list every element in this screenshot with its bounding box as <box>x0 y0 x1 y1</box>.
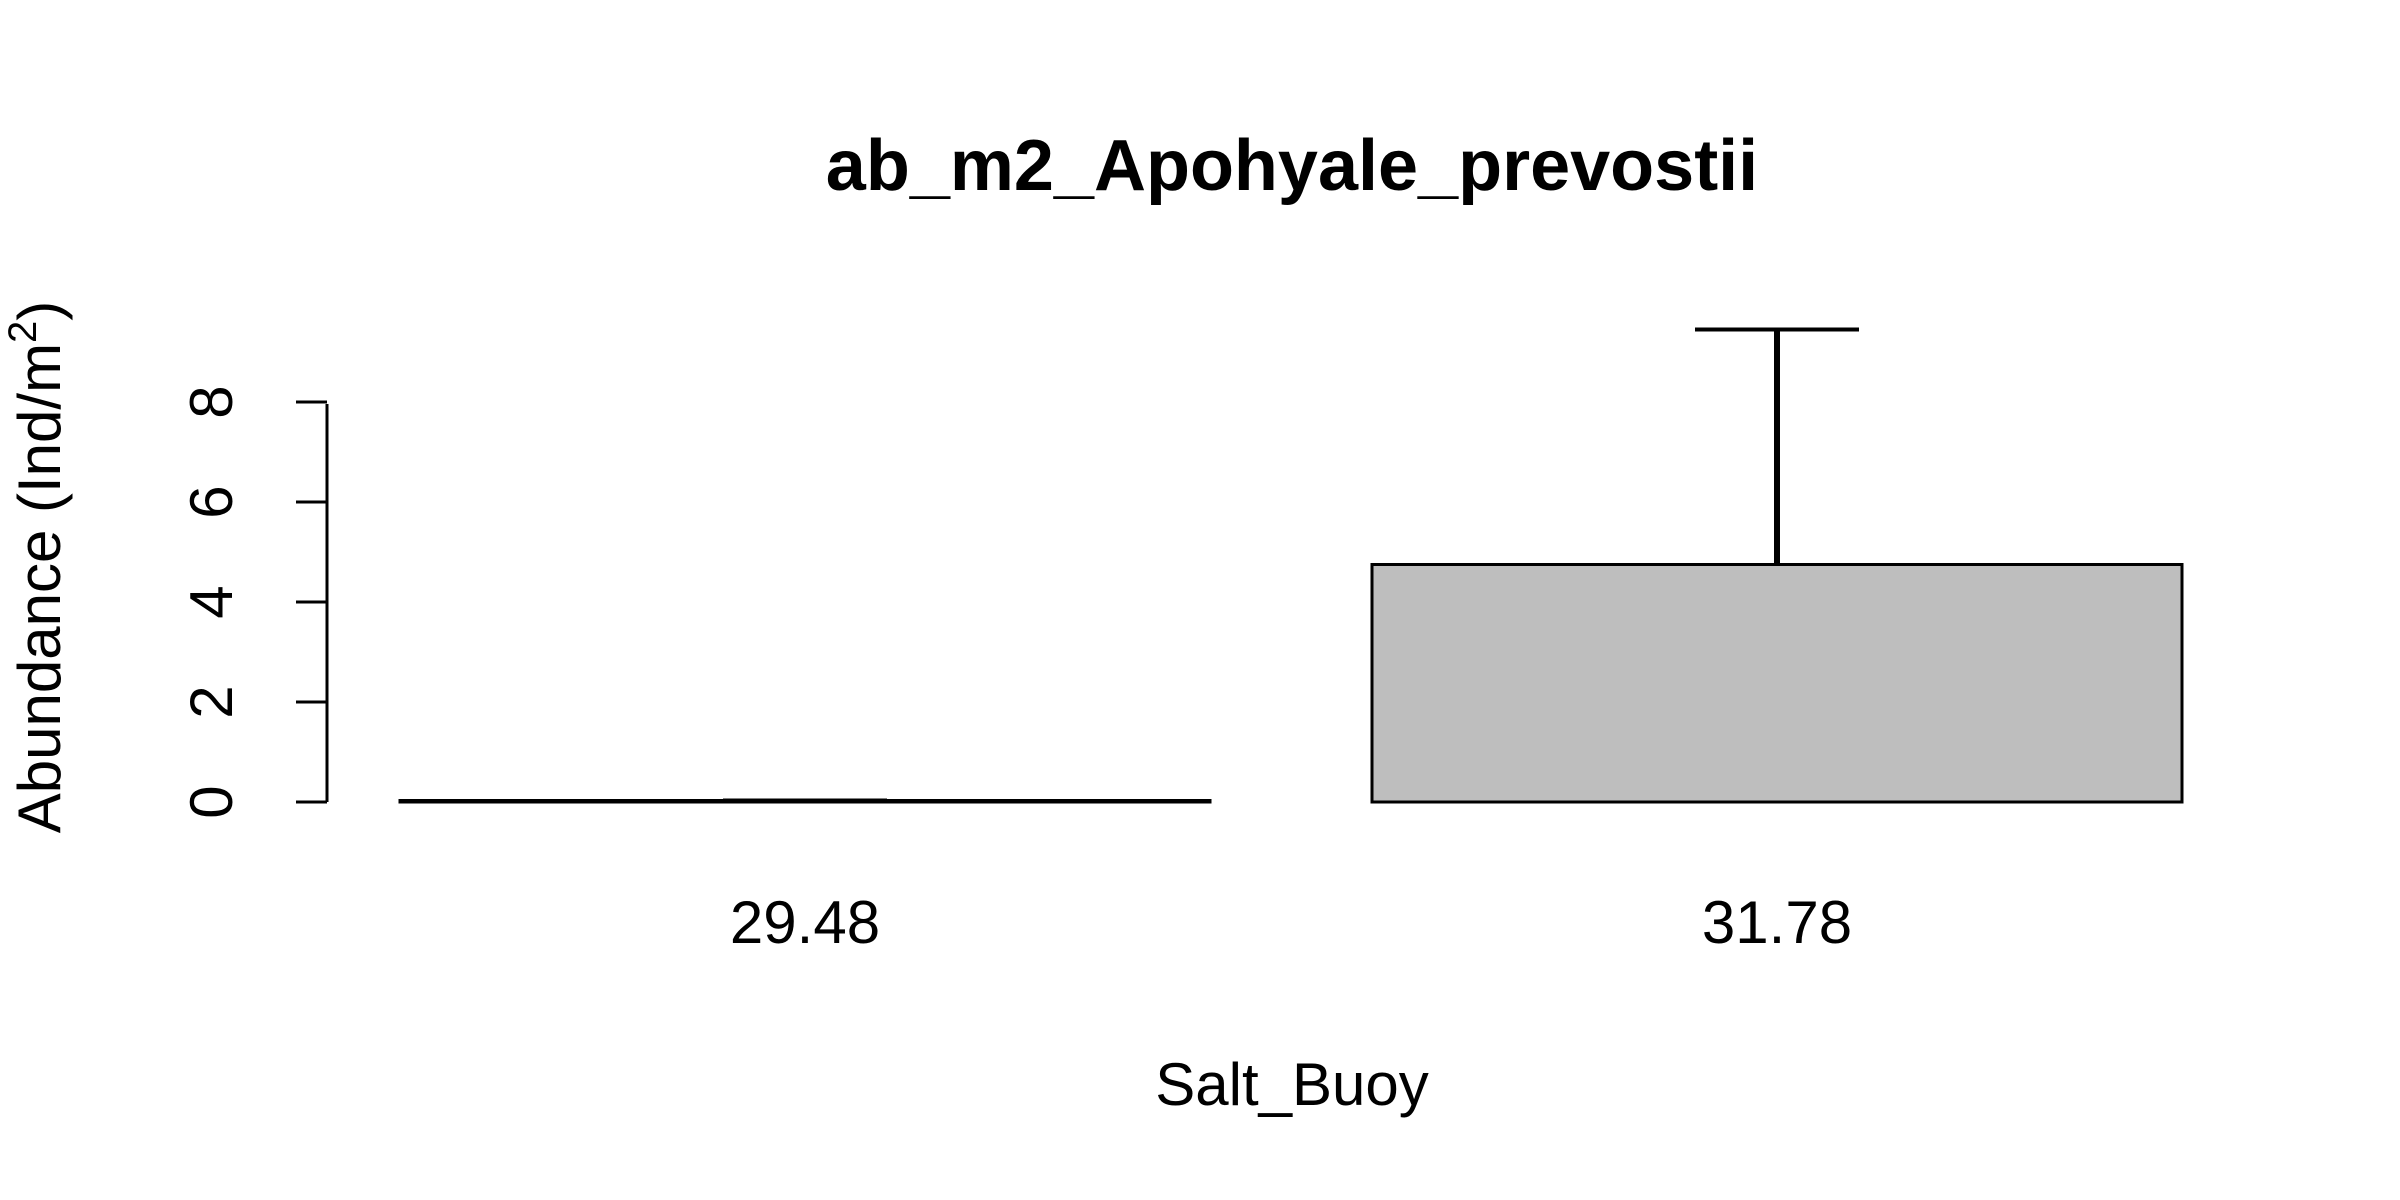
y-axis: 0 2 4 6 8 <box>178 385 329 819</box>
x-tick-labels: 29.48 31.78 <box>730 889 1852 956</box>
y-axis-label: Abundance (Ind/m2) <box>1 301 73 834</box>
chart-title: ab_m2_Apohyale_prevostii <box>826 126 1758 206</box>
bar <box>1370 563 2184 804</box>
x-tick-label: 31.78 <box>1702 889 1852 956</box>
y-tick-label: 2 <box>178 685 245 718</box>
x-tick-label: 29.48 <box>730 889 880 956</box>
y-tick-label: 6 <box>178 485 245 518</box>
y-axis-label-superscript: 2 <box>1 321 45 343</box>
y-tick-label: 8 <box>178 385 245 418</box>
x-axis-label: Salt_Buoy <box>1155 1051 1429 1118</box>
y-tick-label: 0 <box>178 785 245 818</box>
bars <box>398 327 2184 804</box>
y-tick-label: 4 <box>178 585 245 618</box>
